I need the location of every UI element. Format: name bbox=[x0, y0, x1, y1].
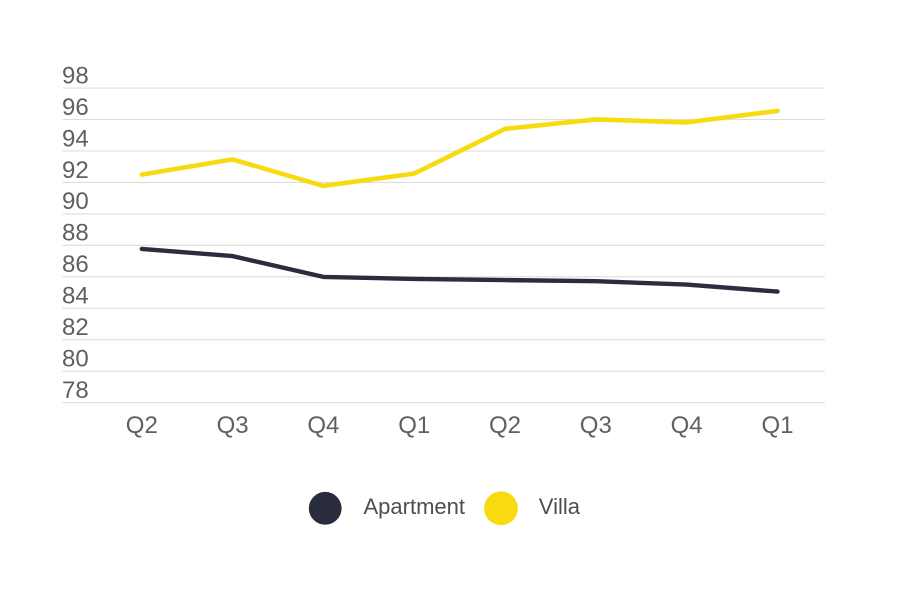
svg-text:Q3: Q3 bbox=[580, 412, 612, 439]
svg-text:Q1: Q1 bbox=[398, 412, 430, 439]
svg-text:82: 82 bbox=[62, 314, 89, 341]
svg-text:96: 96 bbox=[62, 94, 89, 121]
svg-text:Apartment: Apartment bbox=[364, 494, 466, 519]
svg-text:88: 88 bbox=[62, 220, 89, 247]
svg-text:Q4: Q4 bbox=[307, 412, 339, 439]
svg-text:80: 80 bbox=[62, 346, 89, 373]
svg-text:Q3: Q3 bbox=[217, 412, 249, 439]
svg-text:Q2: Q2 bbox=[489, 412, 521, 439]
svg-text:98: 98 bbox=[62, 62, 89, 89]
svg-text:Q1: Q1 bbox=[761, 412, 793, 439]
svg-text:94: 94 bbox=[62, 125, 89, 152]
svg-text:84: 84 bbox=[62, 283, 89, 310]
svg-text:Q2: Q2 bbox=[126, 412, 158, 439]
svg-text:Villa: Villa bbox=[539, 494, 581, 519]
svg-text:90: 90 bbox=[62, 188, 89, 215]
svg-text:92: 92 bbox=[62, 157, 89, 184]
svg-text:78: 78 bbox=[62, 377, 89, 404]
svg-text:Q4: Q4 bbox=[671, 412, 703, 439]
svg-text:86: 86 bbox=[62, 251, 89, 278]
